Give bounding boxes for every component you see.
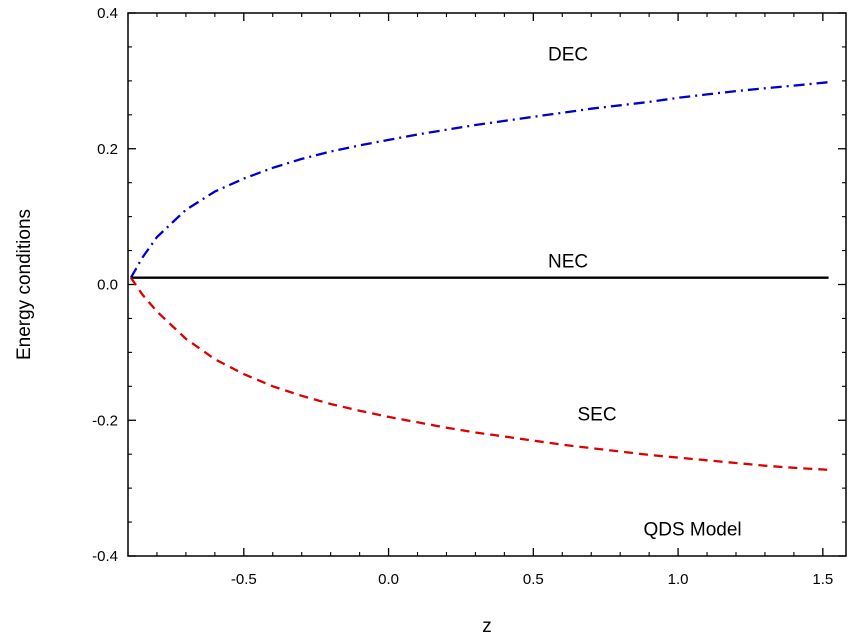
series-label-nec: NEC bbox=[548, 252, 588, 273]
series-line-sec bbox=[129, 277, 829, 471]
model-annotation: QDS Model bbox=[643, 520, 741, 541]
plot-frame bbox=[127, 12, 847, 557]
series-label-sec: SEC bbox=[577, 404, 616, 425]
major-ticks bbox=[128, 12, 846, 557]
series-lines bbox=[129, 81, 829, 471]
series-label-dec: DEC bbox=[548, 45, 588, 66]
y-tick-label: 0.0 bbox=[97, 277, 118, 294]
y-tick-label: 0.4 bbox=[97, 5, 118, 22]
x-tick-label: -0.5 bbox=[231, 571, 257, 588]
y-tick-label: -0.2 bbox=[92, 412, 118, 429]
x-axis-title: z bbox=[482, 616, 492, 637]
series-line-dec bbox=[129, 81, 829, 279]
y-tick-labels: -0.4 -0.2 0.0 0.2 0.4 bbox=[92, 5, 118, 565]
y-axis-title: Energy conditions bbox=[14, 209, 35, 360]
minor-ticks bbox=[127, 13, 846, 556]
y-tick-label: 0.2 bbox=[97, 141, 118, 158]
x-tick-label: 0.5 bbox=[523, 571, 544, 588]
x-tick-labels: -0.5 0.0 0.5 1.0 1.5 bbox=[231, 571, 833, 588]
y-tick-label: -0.4 bbox=[92, 548, 118, 565]
x-tick-label: 1.0 bbox=[668, 571, 689, 588]
series-labels: DEC NEC SEC bbox=[548, 45, 617, 426]
x-tick-label: 0.0 bbox=[378, 571, 399, 588]
x-tick-label: 1.5 bbox=[812, 571, 833, 588]
